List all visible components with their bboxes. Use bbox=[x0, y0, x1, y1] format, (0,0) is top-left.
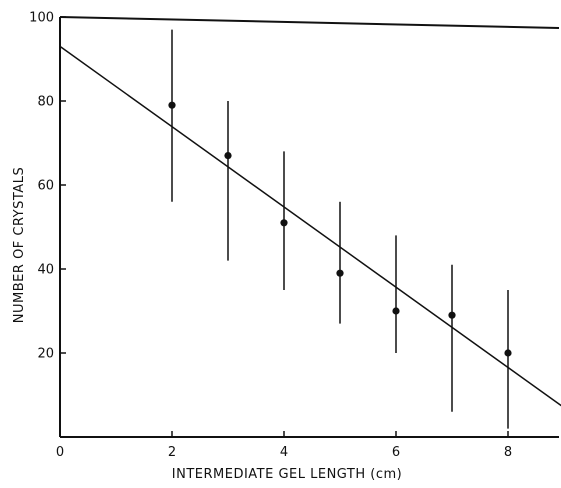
fit-line-group bbox=[59, 45, 561, 407]
x-ticks: 0 2 4 6 8 bbox=[56, 431, 512, 460]
data-point bbox=[448, 311, 456, 319]
top-border bbox=[59, 16, 560, 29]
y-ticks: 20 40 60 80 100 bbox=[29, 11, 66, 362]
fit-line bbox=[59, 45, 561, 407]
y-tick-label: 80 bbox=[37, 95, 54, 110]
x-tick-label: 2 bbox=[168, 445, 176, 460]
data-point bbox=[336, 269, 344, 277]
x-axis-label: INTERMEDIATE GEL LENGTH (cm) bbox=[172, 467, 402, 482]
data-points bbox=[168, 101, 512, 357]
y-axis-label: NUMBER OF CRYSTALS bbox=[12, 167, 27, 323]
data-point bbox=[168, 101, 176, 109]
data-point bbox=[504, 349, 512, 357]
x-tick-label: 6 bbox=[392, 445, 400, 460]
x-tick-label: 8 bbox=[504, 445, 512, 460]
plot-frame bbox=[59, 16, 560, 438]
y-tick-label: 40 bbox=[37, 263, 54, 278]
data-point bbox=[392, 307, 400, 315]
y-tick-label: 100 bbox=[29, 11, 54, 26]
y-tick-label: 20 bbox=[37, 347, 54, 362]
y-tick-label: 60 bbox=[37, 179, 54, 194]
error-bars bbox=[171, 29, 509, 429]
x-tick-label: 4 bbox=[280, 445, 288, 460]
data-point bbox=[224, 152, 232, 160]
data-point bbox=[280, 219, 288, 227]
x-tick-label: 0 bbox=[56, 445, 64, 460]
